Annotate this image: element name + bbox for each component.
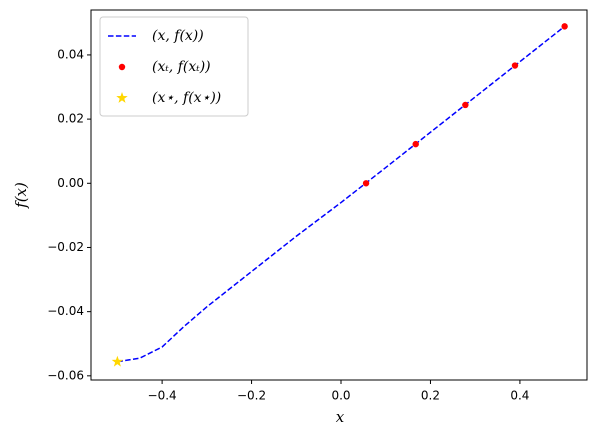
y-tick-label: −0.02 [47,240,84,254]
x-axis-label: x [336,408,345,426]
star-marker [111,355,124,367]
x-tick-label: 0.2 [421,389,440,403]
plot-frame [90,9,588,381]
x-tick-label: −0.2 [237,389,266,403]
point-marker [561,23,568,30]
legend-star [116,92,128,103]
legend-point [118,63,126,71]
legend-label: (xₜ, f(xₜ)) [152,59,211,75]
point-marker [511,62,519,69]
legend-box [99,16,249,117]
legend-label: (x, f(x)) [152,28,204,44]
point-marker [462,101,469,109]
x-tick-label: 0.4 [510,389,529,403]
x-tick-label: 0.0 [331,389,350,403]
y-tick-label: 0.04 [57,47,84,61]
point-marker [412,140,419,148]
y-tick-label: −0.04 [47,304,84,318]
y-tick-label: −0.06 [47,368,84,382]
x-tick-label: −0.4 [148,389,177,403]
y-axis-label: f(x) [12,182,30,209]
line [117,25,566,363]
y-tick-label: 0.02 [57,112,84,126]
point-marker [362,180,370,187]
y-tick-label: 0.00 [57,176,84,190]
legend-label: (x⋆, f(x⋆)) [152,90,221,106]
